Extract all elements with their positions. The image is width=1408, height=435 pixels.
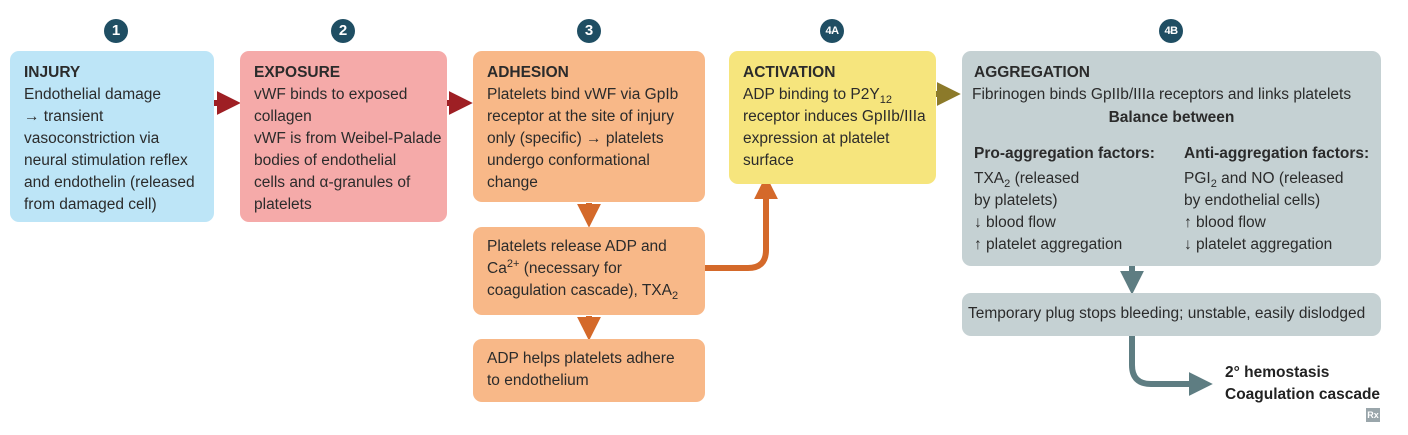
temporary-plug-box: Temporary plug stops bleeding; unstable,… bbox=[962, 293, 1381, 336]
pro-line-1-text: (released bbox=[1015, 170, 1080, 187]
step-4a-badge: 4A bbox=[820, 19, 844, 43]
balance-heading: Balance between bbox=[974, 107, 1369, 129]
exposure-line-4: bodies of endothelial bbox=[254, 150, 435, 172]
secondary-hemostasis-label: 2° hemostasis Coagulation cascade bbox=[1225, 362, 1380, 406]
activation-line-1-text: ADP binding to P2Y bbox=[743, 86, 880, 103]
pro-aggregation-heading: Pro-aggregation factors: bbox=[974, 143, 1155, 165]
injury-box: INJURY Endothelial damage → transient va… bbox=[10, 51, 214, 222]
anti-line-4: ↓ platelet aggregation bbox=[1184, 234, 1369, 256]
arrow-release-to-activation bbox=[704, 186, 766, 268]
temporary-plug-text: Temporary plug stops bleeding; unstable,… bbox=[968, 303, 1375, 325]
pro-line-4: ↑ platelet aggregation bbox=[974, 234, 1155, 256]
anti-aggregation-column: Anti-aggregation factors: PGI2 and NO (r… bbox=[1184, 143, 1369, 256]
step-4b-badge: 4B bbox=[1159, 19, 1183, 43]
adp-adhere-box: ADP helps platelets adhere to endotheliu… bbox=[473, 339, 705, 402]
release-line-3: coagulation cascade), TXA2 bbox=[487, 280, 693, 302]
release-box: Platelets release ADP and Ca2+ (necessar… bbox=[473, 227, 705, 315]
injury-line-6: from damaged cell) bbox=[24, 194, 202, 216]
exposure-line-3: vWF is from Weibel-Palade bbox=[254, 128, 435, 150]
release-line-2-text: (necessary for bbox=[524, 260, 622, 277]
anti-line-1: PGI2 and NO (released bbox=[1184, 168, 1369, 190]
pro-line-1: TXA2 (released bbox=[974, 168, 1155, 190]
injury-line-1: Endothelial damage bbox=[24, 84, 202, 106]
exposure-line-1: vWF binds to exposed bbox=[254, 84, 435, 106]
calcium-label: Ca bbox=[487, 260, 507, 277]
injury-line-2: → transient bbox=[24, 106, 202, 128]
activation-line-1: ADP binding to P2Y12 bbox=[743, 84, 924, 106]
activation-line-3: expression at platelet bbox=[743, 128, 924, 150]
activation-line-2: receptor induces GpIIb/IIIa bbox=[743, 106, 924, 128]
adhesion-line-4: undergo conformational bbox=[487, 150, 693, 172]
injury-line-5: and endothelin (released bbox=[24, 172, 202, 194]
txa2-subscript: 2 bbox=[1004, 178, 1010, 190]
pro-line-3: ↓ blood flow bbox=[974, 212, 1155, 234]
injury-line-3: vasoconstriction via bbox=[24, 128, 202, 150]
txa-label: TXA bbox=[974, 170, 1004, 187]
anti-aggregation-heading: Anti-aggregation factors: bbox=[1184, 143, 1369, 165]
step-2-badge: 2 bbox=[331, 19, 355, 43]
pro-aggregation-column: Pro-aggregation factors: TXA2 (released … bbox=[974, 143, 1155, 256]
adhesion-line-2: receptor at the site of injury bbox=[487, 106, 693, 128]
pro-line-2: by platelets) bbox=[974, 190, 1155, 212]
aggregation-intro: Fibrinogen binds GpIIb/IIIa receptors an… bbox=[972, 84, 1369, 106]
anti-line-3: ↑ blood flow bbox=[1184, 212, 1369, 234]
injury-line-4: neural stimulation reflex bbox=[24, 150, 202, 172]
activation-box: ACTIVATION ADP binding to P2Y12 receptor… bbox=[729, 51, 936, 184]
anti-line-2: by endothelial cells) bbox=[1184, 190, 1369, 212]
release-line-2: Ca2+ (necessary for bbox=[487, 258, 693, 280]
anti-line-1-text: and NO (released bbox=[1221, 170, 1343, 187]
adp-adhere-line-2: to endothelium bbox=[487, 370, 693, 392]
adhesion-box: ADHESION Platelets bind vWF via GpIb rec… bbox=[473, 51, 705, 202]
exposure-title: EXPOSURE bbox=[254, 62, 435, 84]
step-1-badge: 1 bbox=[104, 19, 128, 43]
rx-logo: Rx bbox=[1366, 408, 1380, 422]
exposure-box: EXPOSURE vWF binds to exposed collagen v… bbox=[240, 51, 447, 222]
exposure-line-2: collagen bbox=[254, 106, 435, 128]
secondary-hemostasis-line-1: 2° hemostasis bbox=[1225, 362, 1380, 384]
injury-title: INJURY bbox=[24, 62, 202, 84]
p2y-subscript: 12 bbox=[880, 94, 892, 106]
adhesion-line-3: only (specific) → platelets bbox=[487, 128, 693, 150]
release-line-1: Platelets release ADP and bbox=[487, 236, 693, 258]
aggregation-title: AGGREGATION bbox=[974, 62, 1369, 84]
arrow-plug-to-hemostasis bbox=[1132, 336, 1202, 384]
release-line-3-text: coagulation cascade), TXA bbox=[487, 282, 672, 299]
adp-adhere-line-1: ADP helps platelets adhere bbox=[487, 348, 693, 370]
step-3-badge: 3 bbox=[577, 19, 601, 43]
activation-title: ACTIVATION bbox=[743, 62, 924, 84]
adhesion-line-5: change bbox=[487, 172, 693, 194]
adhesion-title: ADHESION bbox=[487, 62, 693, 84]
exposure-line-5: cells and α-granules of bbox=[254, 172, 435, 194]
activation-line-4: surface bbox=[743, 150, 924, 172]
pgi2-subscript: 2 bbox=[1211, 178, 1217, 190]
adhesion-line-1: Platelets bind vWF via GpIb bbox=[487, 84, 693, 106]
pgi-label: PGI bbox=[1184, 170, 1211, 187]
exposure-line-6: platelets bbox=[254, 194, 435, 216]
calcium-charge: 2+ bbox=[507, 258, 520, 270]
txa-subscript: 2 bbox=[672, 290, 678, 302]
secondary-hemostasis-line-2: Coagulation cascade bbox=[1225, 384, 1380, 406]
